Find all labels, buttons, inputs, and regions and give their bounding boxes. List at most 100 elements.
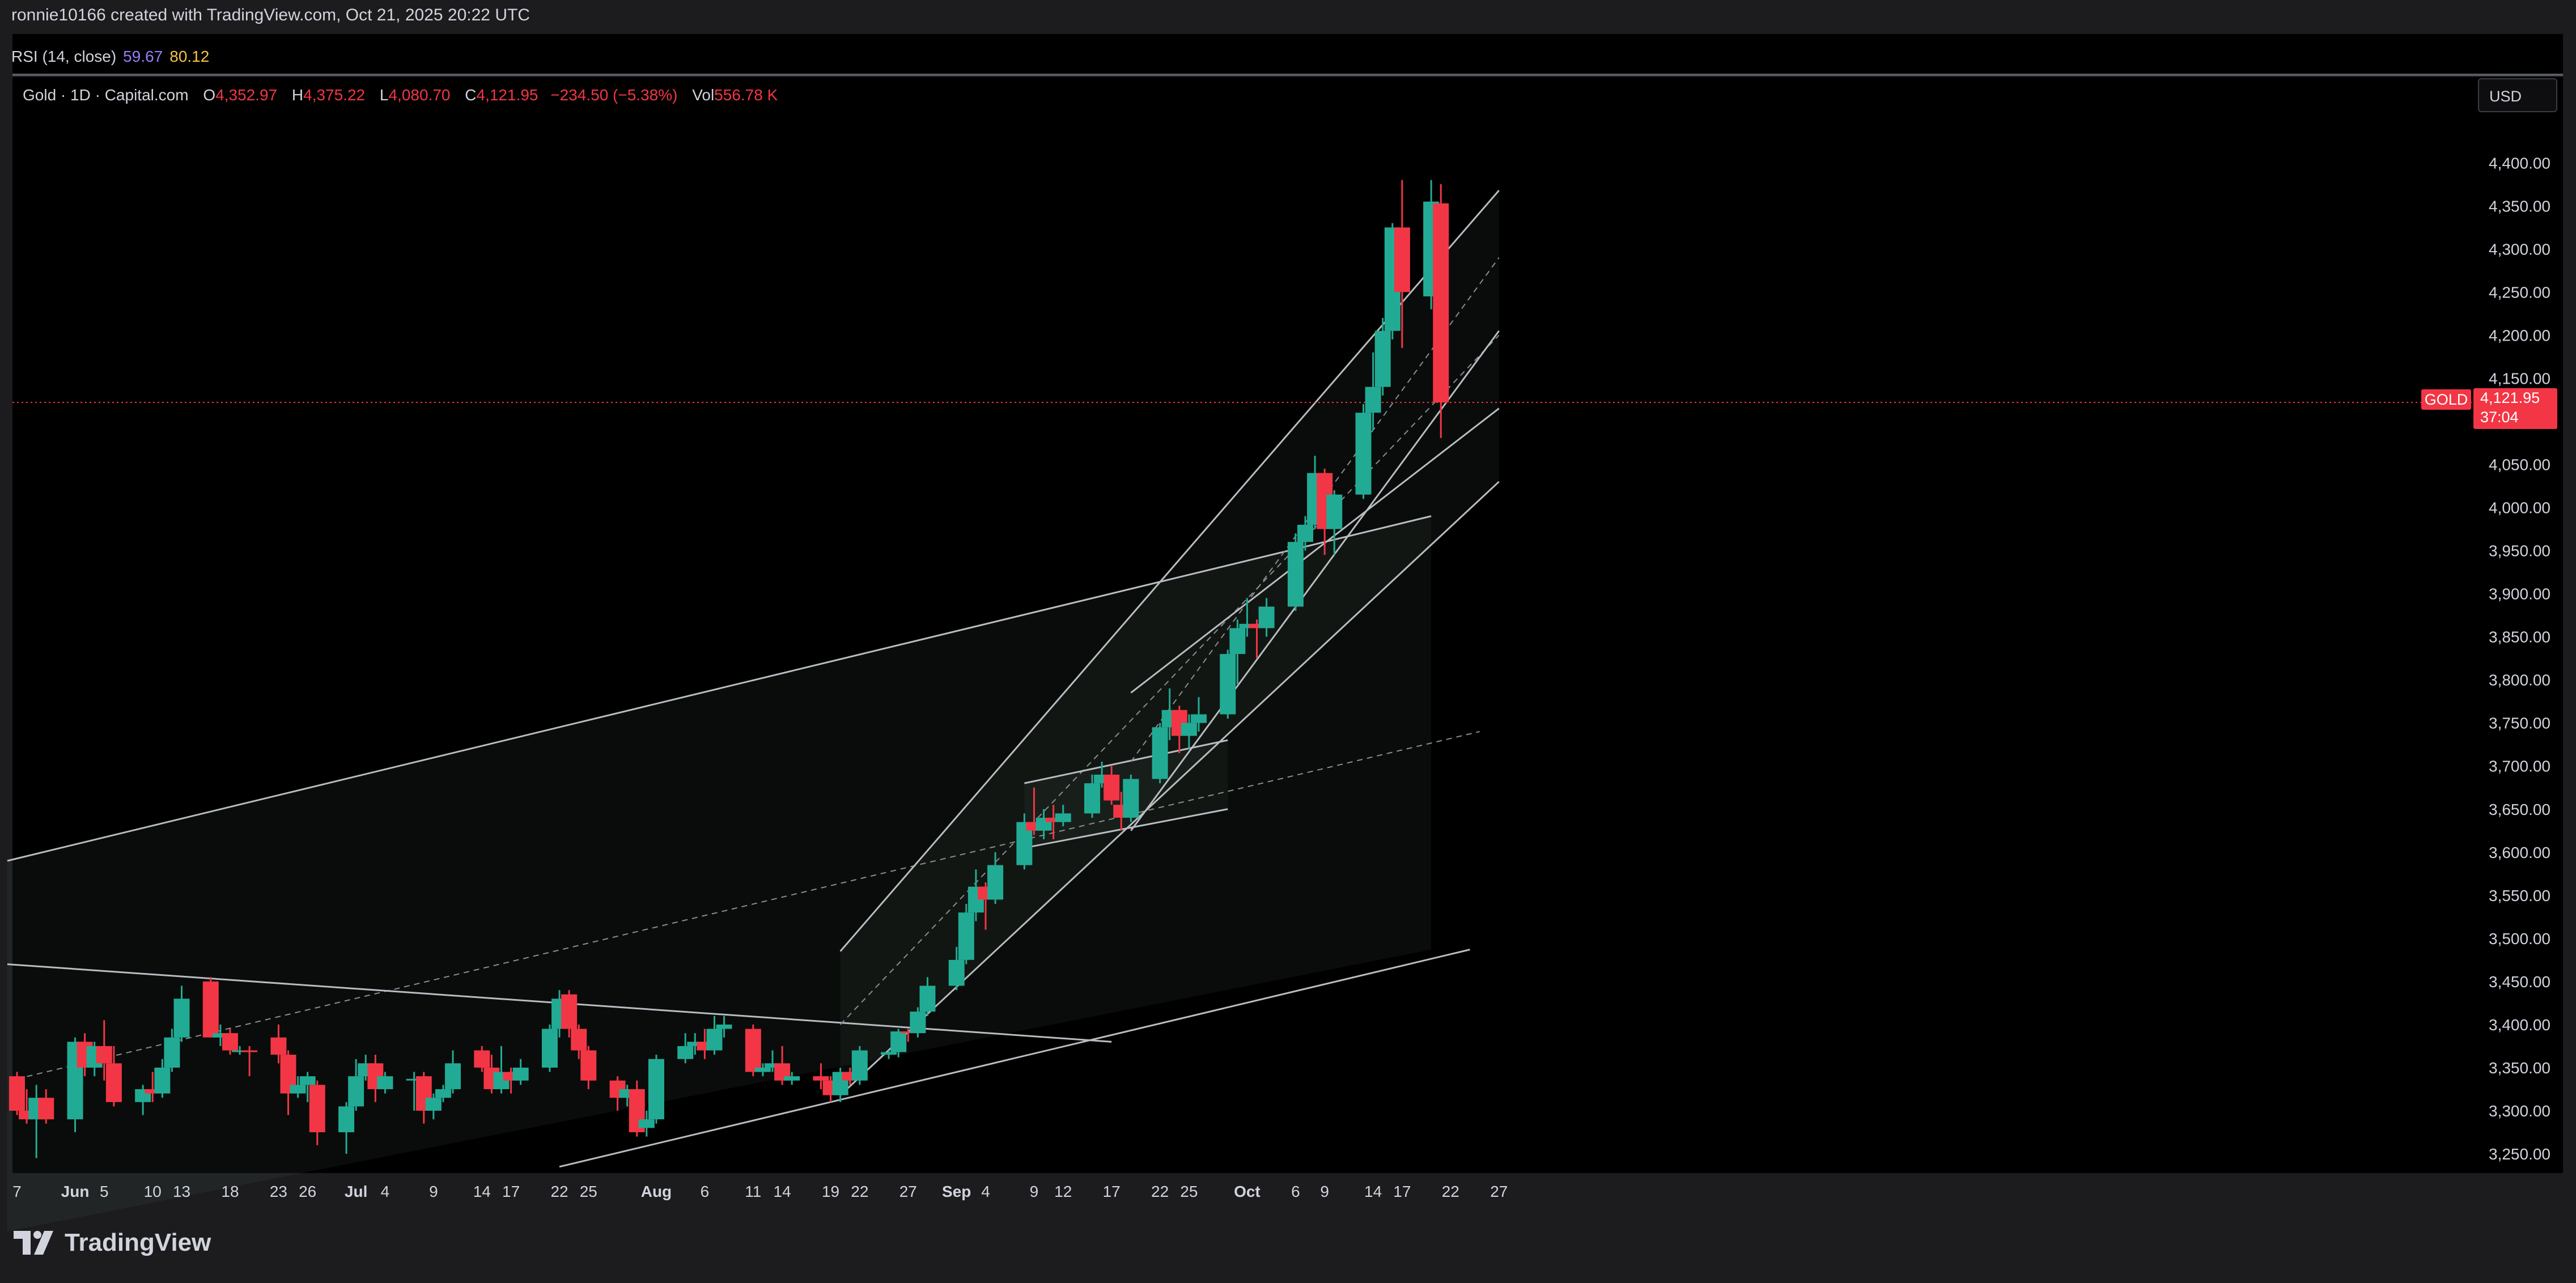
candle[interactable]	[687, 1033, 703, 1055]
candle-body	[1181, 723, 1197, 736]
candle[interactable]	[948, 947, 965, 991]
candle[interactable]	[173, 985, 190, 1042]
candle[interactable]	[290, 1076, 306, 1098]
candle[interactable]	[919, 977, 936, 1016]
candle[interactable]	[754, 1063, 771, 1077]
candle[interactable]	[96, 1020, 112, 1081]
candle[interactable]	[1229, 619, 1246, 685]
candle[interactable]	[900, 1029, 916, 1042]
candle[interactable]	[716, 1016, 732, 1038]
trendline[interactable]	[1024, 739, 1228, 784]
time-tick-label: 13	[173, 1183, 190, 1200]
candle[interactable]	[1084, 774, 1100, 818]
candle-body	[105, 1063, 122, 1102]
candle[interactable]	[1190, 697, 1207, 732]
candle[interactable]	[445, 1050, 461, 1094]
candle[interactable]	[1374, 318, 1391, 396]
candle[interactable]	[309, 1080, 325, 1145]
candle[interactable]	[222, 1029, 238, 1055]
candle[interactable]	[987, 852, 1004, 904]
candle[interactable]	[474, 1046, 490, 1072]
price-tick-label: 3,800.00	[2489, 672, 2550, 689]
candle[interactable]	[1181, 714, 1197, 749]
candle[interactable]	[512, 1059, 529, 1085]
candle[interactable]	[1326, 490, 1343, 555]
trendline[interactable]	[1024, 808, 1228, 849]
candle[interactable]	[338, 1102, 355, 1154]
trendline[interactable]	[1130, 407, 1500, 694]
candle[interactable]	[784, 1072, 800, 1085]
candle[interactable]	[1249, 619, 1265, 659]
candle[interactable]	[1258, 598, 1275, 637]
candle[interactable]	[765, 1050, 781, 1072]
candle[interactable]	[1104, 766, 1120, 805]
candle[interactable]	[1123, 774, 1139, 822]
candle-body	[881, 1052, 897, 1055]
symbol-name[interactable]: Gold · 1D · Capital.com	[23, 86, 189, 104]
candle-body	[571, 1029, 587, 1051]
candle[interactable]	[1016, 813, 1033, 870]
candle[interactable]	[202, 977, 219, 1038]
candle[interactable]	[561, 990, 578, 1038]
currency-button[interactable]: USD	[2478, 78, 2557, 112]
candle-body	[1055, 813, 1071, 822]
candle[interactable]	[377, 1072, 393, 1094]
candle[interactable]	[154, 1059, 171, 1098]
candle[interactable]	[638, 1110, 655, 1137]
trendline[interactable]	[839, 481, 1500, 1096]
candle[interactable]	[851, 1046, 868, 1085]
candle[interactable]	[270, 1024, 287, 1064]
trendline[interactable]	[1130, 330, 1500, 831]
candle[interactable]	[958, 904, 974, 965]
candle[interactable]	[706, 1016, 723, 1055]
candle[interactable]	[745, 1024, 761, 1077]
candle[interactable]	[541, 1024, 558, 1072]
candle[interactable]	[1152, 723, 1168, 784]
candle[interactable]	[145, 1072, 161, 1102]
time-tick-label: 14	[473, 1183, 491, 1200]
candle[interactable]	[910, 1007, 926, 1038]
candle[interactable]	[1433, 184, 1449, 438]
candle[interactable]	[415, 1072, 432, 1124]
candle[interactable]	[105, 1046, 122, 1107]
candle[interactable]	[406, 1072, 422, 1111]
median-line[interactable]	[1130, 257, 1500, 762]
candle[interactable]	[881, 1050, 897, 1059]
trendline[interactable]	[559, 949, 1470, 1168]
candle-body	[1355, 413, 1372, 495]
candle[interactable]	[1365, 352, 1381, 430]
candle[interactable]	[1045, 805, 1062, 839]
candle[interactable]	[1055, 805, 1071, 827]
candle[interactable]	[813, 1063, 829, 1089]
candle[interactable]	[435, 1085, 451, 1102]
candle[interactable]	[299, 1072, 316, 1102]
tradingview-logo[interactable]: TradingView	[14, 1229, 211, 1257]
candle[interactable]	[9, 1072, 25, 1115]
candle-body	[406, 1078, 422, 1081]
candle[interactable]	[425, 1093, 442, 1120]
candle[interactable]	[348, 1059, 364, 1111]
candle[interactable]	[232, 1046, 248, 1055]
candle[interactable]	[1287, 533, 1304, 611]
trendline[interactable]	[7, 515, 1432, 862]
price-tick-label: 3,550.00	[2489, 887, 2550, 904]
candle[interactable]	[241, 1046, 258, 1077]
candle[interactable]	[1355, 404, 1372, 499]
candle[interactable]	[212, 1024, 228, 1046]
candle[interactable]	[38, 1089, 54, 1124]
price-tick-label: 3,600.00	[2489, 844, 2550, 861]
candle[interactable]	[164, 1029, 180, 1072]
candle[interactable]	[571, 1024, 587, 1059]
candle[interactable]	[1220, 649, 1236, 719]
candle[interactable]	[677, 1033, 694, 1064]
candle-body	[561, 994, 578, 1029]
candle[interactable]	[1394, 180, 1410, 349]
candle[interactable]	[890, 1029, 907, 1057]
candle[interactable]	[1297, 516, 1313, 551]
candle-body	[784, 1076, 800, 1081]
candle[interactable]	[648, 1055, 664, 1124]
candle[interactable]	[1239, 598, 1255, 637]
candle[interactable]	[580, 1046, 597, 1089]
candle[interactable]	[774, 1046, 791, 1085]
